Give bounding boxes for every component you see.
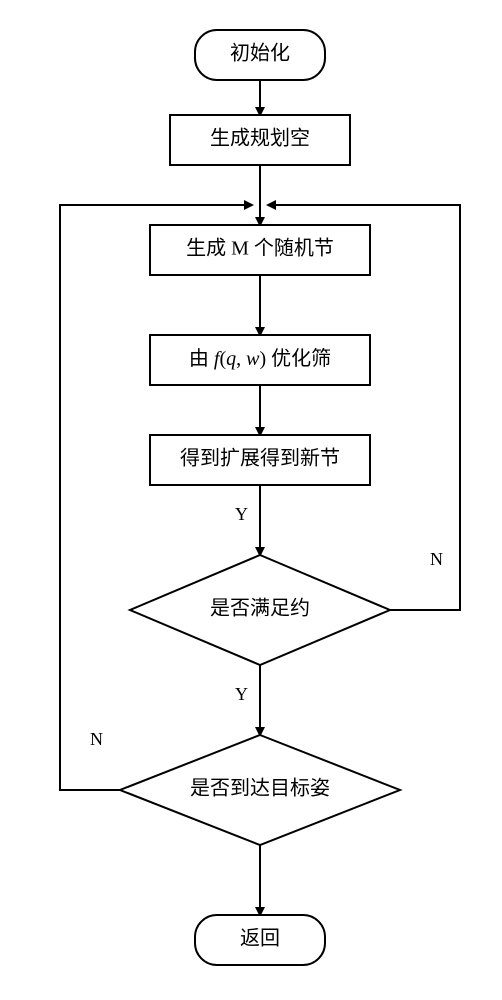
node-label-n4: 由 f(q, w) 优化筛: [189, 347, 331, 370]
edge-label-N: N: [430, 549, 443, 569]
edge-label-Y: Y: [235, 504, 248, 524]
node-label-n8: 返回: [240, 927, 280, 950]
node-label-n5: 得到扩展得到新节: [180, 447, 340, 470]
node-label-n7: 是否到达目标姿: [190, 777, 330, 800]
edge-label-Y: Y: [235, 684, 248, 704]
node-label-n6: 是否满足约: [210, 597, 310, 620]
node-label-n1: 初始化: [230, 42, 290, 65]
edge-label-N: N: [90, 729, 103, 749]
node-label-n3: 生成 M 个随机节: [186, 237, 334, 260]
edge: [60, 205, 252, 790]
node-label-n2: 生成规划空: [210, 127, 310, 150]
